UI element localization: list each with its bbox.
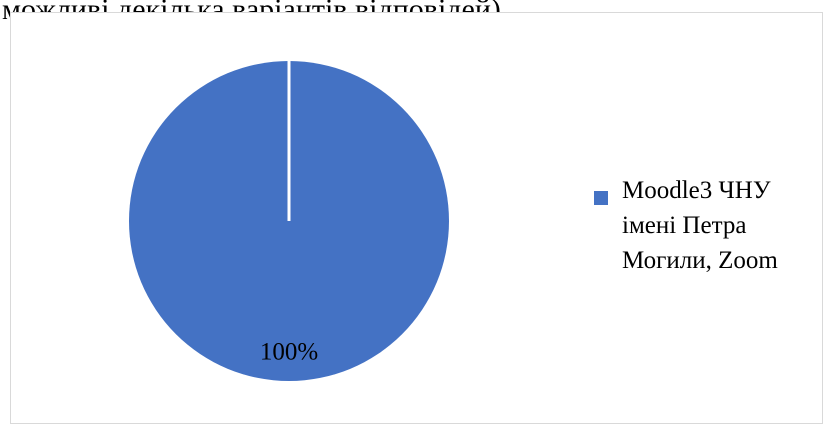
legend-label: Moodle3 ЧНУ імені Петра Могили, Zoom xyxy=(622,177,778,274)
data-label: 100% xyxy=(260,339,318,366)
chart-frame: 100% Moodle3 ЧНУ імені Петра Могили, Zoo… xyxy=(10,12,823,424)
legend-marker xyxy=(594,191,608,205)
pie-chart: 100% xyxy=(129,61,449,381)
